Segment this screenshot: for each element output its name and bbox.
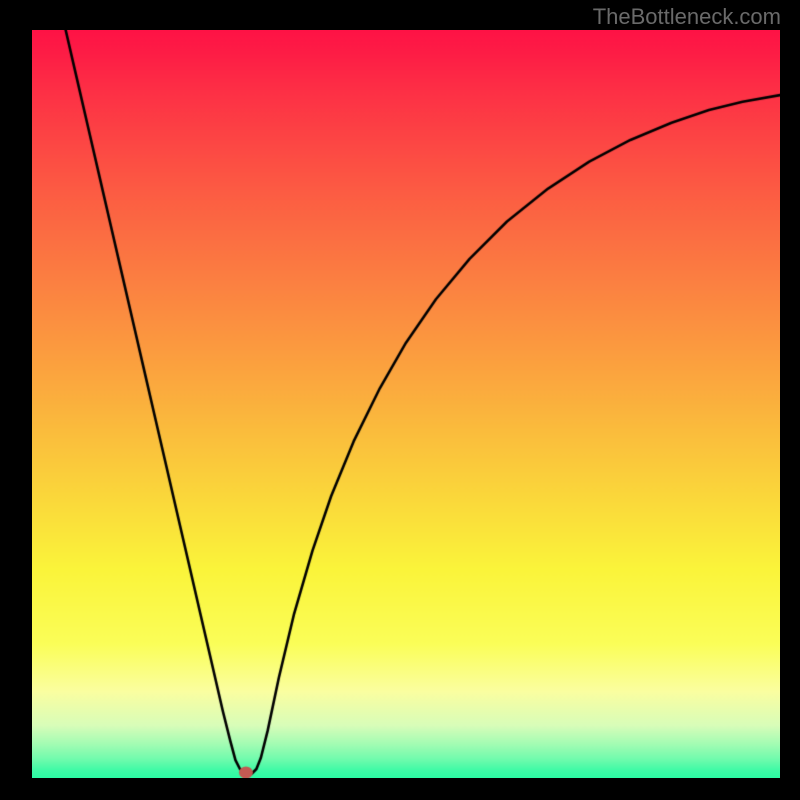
plot-canvas [32, 30, 780, 778]
chart-stage: TheBottleneck.com [0, 0, 800, 800]
watermark-text: TheBottleneck.com [593, 4, 781, 30]
plot-area [32, 30, 780, 778]
